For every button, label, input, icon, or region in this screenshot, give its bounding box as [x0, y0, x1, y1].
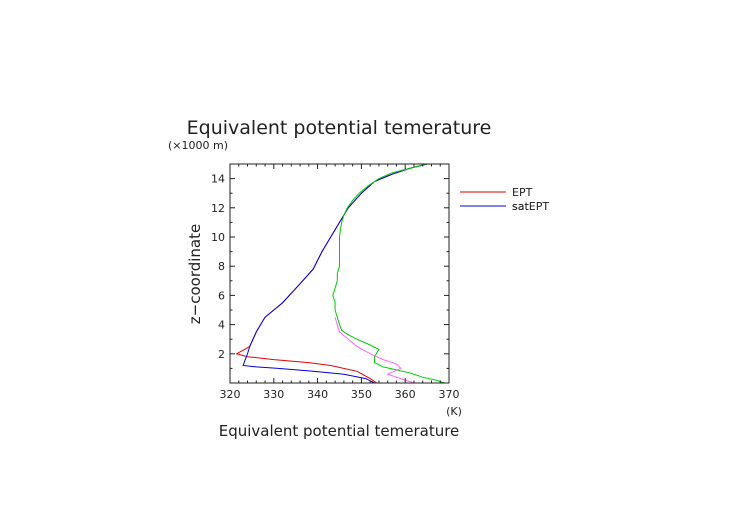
y-tick-label: 14 [211, 173, 225, 186]
x-tick-label: 370 [439, 388, 460, 401]
y-tick-label: 12 [211, 202, 225, 215]
y-tick-label: 8 [218, 260, 225, 273]
chart-title: Equivalent potential temerature [187, 117, 492, 139]
legend-label-ept: EPT [512, 186, 533, 199]
x-tick-label: 360 [395, 388, 416, 401]
series-line-magenta [334, 317, 415, 384]
plot-marks [235, 163, 445, 384]
legend-label-satept: satEPT [512, 200, 549, 213]
series-line-satept [242, 163, 428, 384]
x-tick-label: 350 [351, 388, 372, 401]
y-tick-label: 6 [218, 289, 225, 302]
plot-frame [229, 163, 450, 384]
series-line-green [332, 163, 445, 384]
x-unit-label: (K) [446, 405, 462, 418]
y-tick-label: 4 [218, 319, 225, 332]
y-tick-label: 2 [218, 348, 225, 361]
legend-label-sat: sat [512, 200, 529, 213]
series-line-ept [235, 163, 428, 384]
y-tick-label: 10 [211, 231, 225, 244]
x-tick-label: 330 [263, 388, 284, 401]
x-tick-label: 320 [220, 388, 241, 401]
legend: EPT satEPT sat [460, 186, 549, 213]
y-unit-label: (×1000 m) [168, 139, 228, 152]
x-tick-label: 340 [307, 388, 328, 401]
y-axis-label: z−coordinate [186, 224, 204, 324]
axis-ticks: 320 330 340 350 360 370 2 4 6 8 10 12 14 [211, 164, 460, 401]
x-axis-label: Equivalent potential temerature [219, 422, 460, 440]
